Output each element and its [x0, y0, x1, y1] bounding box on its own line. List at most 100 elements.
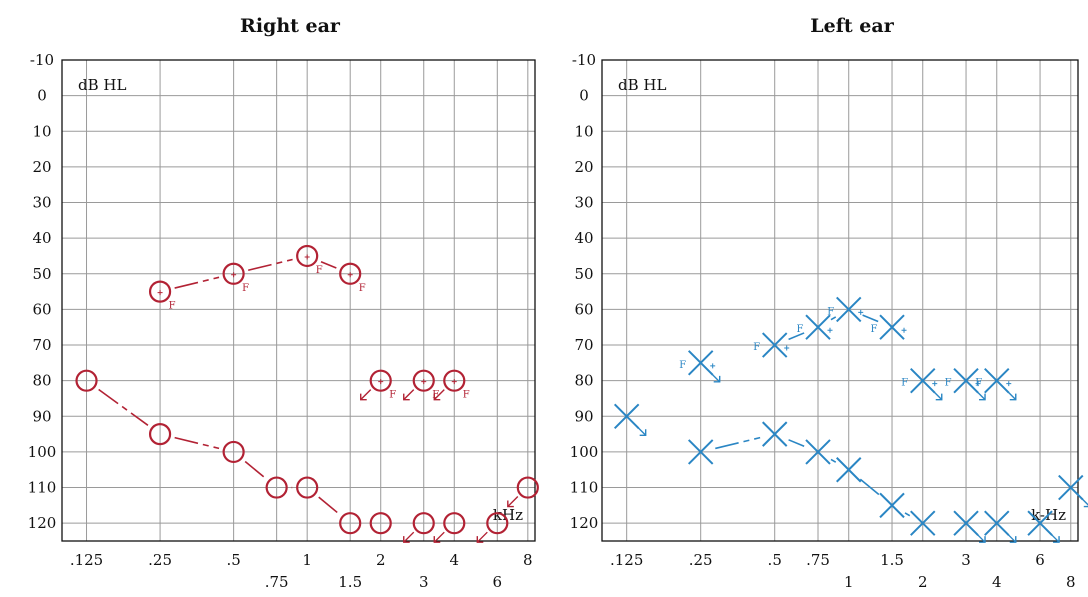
left-annotation-f: F [679, 360, 686, 371]
left-series-0-point-cross [953, 367, 979, 394]
left-no-response-arrowhead [1083, 505, 1088, 508]
right-series-1-point-circle [369, 512, 392, 535]
right-x-tick-label: .125 [70, 551, 103, 569]
right-x-tick-label: 4 [449, 551, 459, 569]
left-plus-marker [827, 327, 833, 333]
left-series-1-point-cross [984, 510, 1010, 536]
left-no-response-arrow [975, 532, 986, 543]
left-plus-marker [932, 381, 938, 387]
left-y-tick-label: 50 [574, 265, 593, 283]
right-series-1-point-circle [443, 512, 466, 535]
left-annotation-f: F [871, 324, 878, 335]
right-x-tick-label: .25 [148, 551, 172, 569]
right-ylabel: dB HL [78, 76, 126, 94]
right-y-tick-label: 20 [32, 158, 51, 176]
right-plus-marker [421, 379, 427, 385]
left-x-tick-label: 8 [1066, 573, 1076, 591]
left-y-tick-label: 120 [570, 514, 599, 532]
left-no-response-arrowhead [1053, 536, 1060, 543]
right-plus-marker [157, 290, 163, 296]
right-series-0-point-circle [222, 262, 245, 285]
left-no-response-arrow [1049, 532, 1060, 543]
left-series-1-point-cross [953, 510, 979, 536]
right-y-tick-label: 110 [28, 479, 57, 497]
left-annotation-f: F [945, 378, 952, 389]
right-plot-frame [61, 59, 536, 542]
right-series-1-point-circle [75, 369, 98, 392]
left-y-tick-label: 70 [574, 336, 593, 354]
left-series-0-point-cross [984, 367, 1010, 394]
left-series-1-point-cross [910, 510, 936, 536]
left-y-tick-label: 110 [570, 479, 599, 497]
right-y-tick-label: 50 [32, 265, 51, 283]
left-ear-panel: -10 0 10 20 30 40 50 60 70 80 90 100 110 120 .125 .25 .5… [570, 51, 1088, 591]
right-no-response-arrow [403, 531, 415, 543]
right-annotation-f: F [463, 390, 470, 401]
left-x-tick-label: .5 [768, 551, 782, 569]
right-y-tick-label: 30 [32, 194, 51, 212]
left-series-1-segment [715, 436, 761, 450]
right-plus-marker [304, 254, 310, 260]
right-plus-marker [451, 379, 457, 385]
left-no-response-arrow [932, 390, 943, 401]
left-ear-title: Left ear [810, 15, 894, 37]
right-series-1-segment [174, 436, 220, 450]
right-annotation-f: F [169, 301, 176, 312]
left-annotation-f: F [901, 378, 908, 389]
right-series-1-point-circle [516, 476, 539, 499]
left-ylabel: dB HL [618, 76, 666, 94]
right-x-tick-label: .5 [226, 551, 240, 569]
left-y-tick-label: 0 [579, 87, 589, 105]
right-x-tick-label: 6 [493, 573, 503, 591]
left-series-0-segment [830, 316, 837, 321]
left-series-1-point-cross [805, 439, 831, 465]
left-series-1-point-cross [687, 439, 714, 465]
right-annotation-f: F [389, 390, 396, 401]
left-no-response-arrow [1006, 532, 1017, 543]
left-x-tick-label: .75 [806, 551, 830, 569]
right-x-tick-label: 8 [523, 551, 533, 569]
right-plus-marker [347, 272, 353, 278]
left-x-tick-label: 6 [1035, 551, 1045, 569]
right-no-response-arrowhead [433, 393, 441, 401]
left-no-response-arrowhead [1009, 536, 1017, 543]
left-series-0-point-cross [687, 350, 714, 376]
right-annotation-f: F [242, 283, 249, 294]
left-series-1-point-cross [762, 421, 788, 447]
left-series-0-segment [862, 314, 879, 323]
right-no-response-arrow [507, 496, 519, 508]
right-series-1-segment [244, 460, 266, 479]
left-y-tick-label: 10 [574, 122, 593, 140]
left-y-tick-label: 20 [574, 158, 593, 176]
left-series-1-point-cross [613, 403, 640, 430]
right-y-tick-label: -10 [30, 51, 54, 69]
right-y-tick-label: 10 [32, 122, 51, 140]
right-plus-marker [378, 379, 384, 385]
left-no-response-arrowhead [935, 393, 943, 401]
left-annotation-f: F [753, 342, 760, 353]
right-series-1-point-circle [296, 476, 319, 499]
right-series-1-segment [98, 388, 149, 426]
right-series-0-point-circle [412, 369, 435, 392]
left-no-response-arrow [636, 425, 647, 436]
left-series-0-point-cross [836, 296, 862, 323]
right-no-response-arrowhead [476, 536, 484, 543]
left-no-response-arrow [710, 372, 721, 383]
left-series-1-point-cross [1058, 474, 1084, 501]
left-no-response-arrow [1080, 497, 1088, 506]
left-series-1-point-cross [836, 457, 862, 483]
right-series-1-point-circle [412, 512, 435, 535]
right-y-tick-label: 60 [32, 300, 51, 318]
right-series-0-segment [320, 260, 337, 269]
right-y-tick-label: 0 [37, 87, 47, 105]
left-plus-marker [710, 363, 716, 369]
left-y-tick-label: -10 [572, 51, 596, 69]
left-plus-marker [784, 345, 790, 351]
right-series-0-point-circle [296, 244, 319, 268]
right-x-tick-label: 1.5 [338, 573, 362, 591]
right-no-response-arrow [433, 531, 445, 543]
left-series-1-point-cross [1027, 510, 1053, 536]
right-no-response-arrowhead [403, 536, 410, 543]
